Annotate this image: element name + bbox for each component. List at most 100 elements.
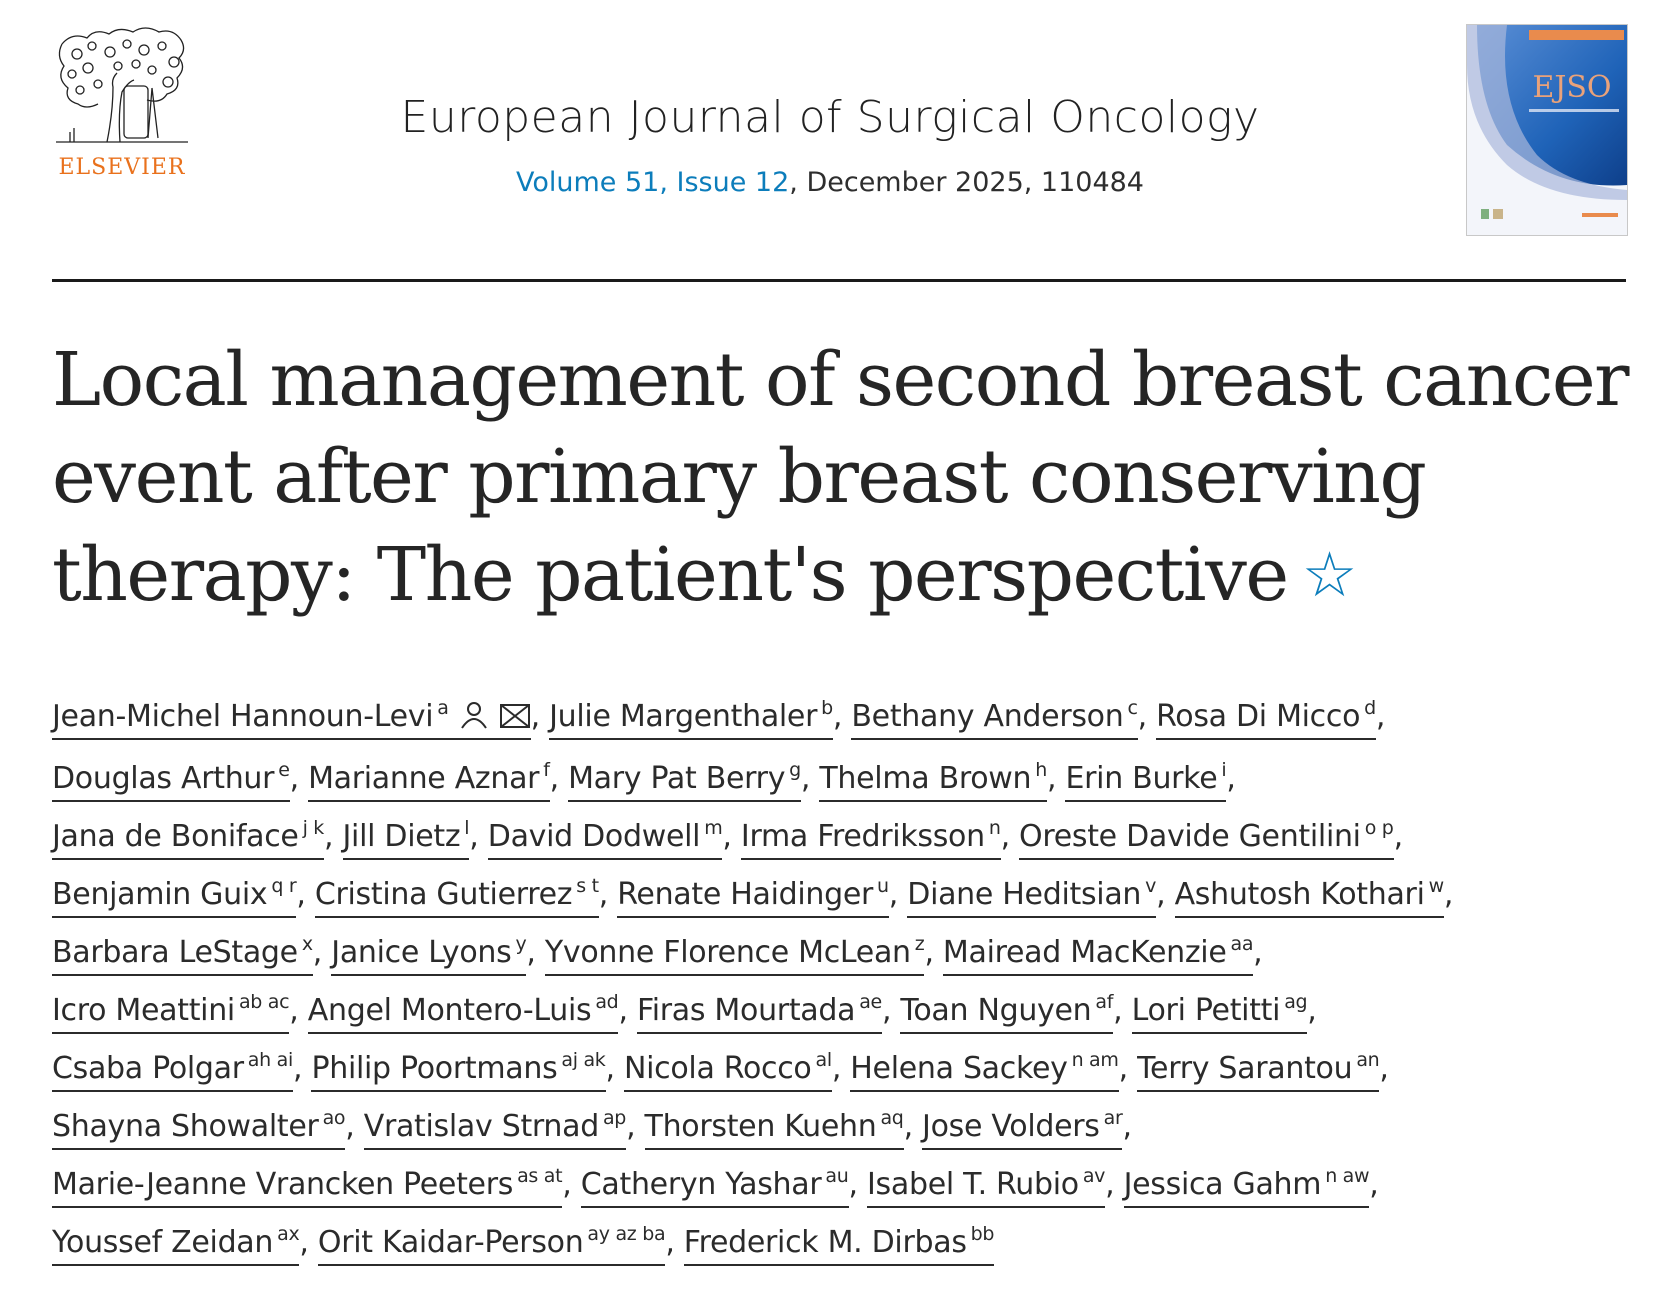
author-link[interactable]: Terry Sarantou an bbox=[1137, 1051, 1380, 1092]
author-name: Firas Mourtada bbox=[636, 993, 856, 1028]
author-link[interactable]: Vratislav Strnad ap bbox=[363, 1109, 626, 1150]
author-link[interactable]: Jill Dietz l bbox=[342, 819, 470, 860]
author-link[interactable]: Rosa Di Micco d bbox=[1156, 699, 1376, 740]
author-link[interactable]: Angel Montero-Luis ad bbox=[307, 993, 619, 1034]
author-link[interactable]: Catheryn Yashar au bbox=[580, 1167, 849, 1208]
author-link[interactable]: Jose Volders ar bbox=[922, 1107, 1123, 1150]
journal-title[interactable]: European Journal of Surgical Oncology bbox=[400, 92, 1260, 143]
affiliation-marker: ae bbox=[859, 991, 882, 1013]
author-separator: , bbox=[292, 1051, 312, 1086]
author-link[interactable]: Thorsten Kuehn aq bbox=[644, 1107, 904, 1150]
author-separator: , bbox=[618, 993, 637, 1028]
author-separator: , bbox=[296, 877, 315, 912]
star-icon[interactable]: ☆ bbox=[1301, 538, 1358, 611]
author-link[interactable]: Csaba Polgar ah ai bbox=[52, 1051, 293, 1092]
author-separator: , bbox=[549, 761, 569, 796]
author-link[interactable]: Helena Sackey n am bbox=[850, 1051, 1119, 1092]
author-separator: , bbox=[324, 819, 343, 854]
author-separator: , bbox=[469, 819, 488, 854]
author-link[interactable]: Douglas Arthur e bbox=[52, 761, 290, 802]
author-link[interactable]: David Dodwell m bbox=[487, 819, 723, 860]
affiliation-marker: ah ai bbox=[247, 1049, 293, 1071]
author-link[interactable]: Cristina Gutierrez s t bbox=[314, 875, 599, 918]
author-link[interactable]: Frederick M. Dirbas bb bbox=[683, 1225, 994, 1266]
affiliation-marker: s t bbox=[576, 875, 599, 897]
affiliation-marker: as at bbox=[517, 1165, 563, 1187]
affiliation-marker: c bbox=[1127, 697, 1138, 719]
author-separator: , bbox=[1393, 819, 1404, 854]
author-link[interactable]: Julie Margenthaler b bbox=[549, 699, 833, 740]
author-link[interactable]: Nicola Rocco al bbox=[624, 1051, 832, 1092]
author-separator: , bbox=[1118, 1051, 1138, 1086]
author-link[interactable]: Marianne Aznar f bbox=[308, 761, 550, 802]
author-link[interactable]: Mairead MacKenzie aa bbox=[942, 935, 1253, 976]
author-name: Orit Kaidar-Person bbox=[317, 1225, 584, 1260]
author-link[interactable]: Benjamin Guix q r bbox=[52, 877, 297, 918]
author-separator: , bbox=[831, 1051, 851, 1086]
author-separator: , bbox=[1379, 1051, 1389, 1086]
author-name: Marianne Aznar bbox=[308, 761, 540, 796]
svg-text:EJSO: EJSO bbox=[1532, 70, 1611, 105]
author-link[interactable]: Yvonne Florence McLean z bbox=[544, 935, 925, 976]
author-link[interactable]: Toan Nguyen af bbox=[900, 993, 1113, 1034]
author-separator: , bbox=[312, 935, 332, 970]
author-link[interactable]: Lori Petitti ag bbox=[1131, 993, 1308, 1034]
author-separator: , bbox=[800, 761, 820, 796]
author-list: Jean-Michel Hannoun-Levi a, Julie Margent… bbox=[52, 688, 1642, 1272]
author-link[interactable]: Ashutosh Kothari w bbox=[1174, 875, 1445, 918]
journal-header: European Journal of Surgical Oncology Vo… bbox=[240, 92, 1420, 198]
author-link[interactable]: Isabel T. Rubio av bbox=[866, 1167, 1105, 1208]
author-link[interactable]: Bethany Anderson c bbox=[851, 697, 1138, 740]
author-separator: , bbox=[605, 1051, 624, 1086]
affiliation-marker: g bbox=[789, 759, 801, 781]
author-separator: , bbox=[888, 877, 908, 912]
affiliation-marker: aj ak bbox=[561, 1049, 606, 1071]
author-name: Csaba Polgar bbox=[52, 1051, 244, 1086]
author-link[interactable]: Philip Poortmans aj ak bbox=[311, 1049, 606, 1092]
affiliation-marker: w bbox=[1428, 875, 1445, 897]
author-name: Rosa Di Micco bbox=[1156, 699, 1361, 734]
author-link[interactable]: Marie-Jeanne Vrancken Peeters as at bbox=[52, 1165, 563, 1208]
author-link[interactable]: Shayna Showalter ao bbox=[52, 1109, 346, 1150]
journal-cover-thumbnail[interactable]: EJSO bbox=[1466, 24, 1628, 236]
author-separator: , bbox=[530, 699, 550, 734]
author-name: Cristina Gutierrez bbox=[314, 877, 573, 912]
author-link[interactable]: Erin Burke i bbox=[1065, 761, 1227, 802]
affiliation-marker: aq bbox=[880, 1107, 904, 1129]
author-link[interactable]: Irma Fredriksson n bbox=[740, 819, 1001, 860]
person-icon[interactable] bbox=[459, 692, 489, 750]
elsevier-logo[interactable] bbox=[52, 24, 192, 184]
author-link[interactable]: Jean-Michel Hannoun-Levi a bbox=[52, 699, 531, 740]
author-link[interactable]: Barbara LeStage x bbox=[52, 935, 313, 976]
author-link[interactable]: Thelma Brown h bbox=[819, 761, 1047, 802]
author-name: Erin Burke bbox=[1065, 761, 1218, 796]
mail-icon[interactable] bbox=[499, 692, 531, 750]
article-title: Local management of second breast cancer… bbox=[52, 332, 1632, 624]
affiliation-marker: o p bbox=[1364, 817, 1394, 839]
volume-issue-link[interactable]: Volume 51, Issue 12 bbox=[515, 167, 790, 198]
author-separator: , bbox=[1375, 699, 1386, 734]
author-name: Vratislav Strnad bbox=[363, 1109, 600, 1144]
author-link[interactable]: Oreste Davide Gentilini o p bbox=[1019, 819, 1394, 860]
author-separator: , bbox=[562, 1167, 581, 1202]
affiliation-marker: a bbox=[437, 697, 449, 719]
author-separator: , bbox=[345, 1109, 364, 1144]
journal-issue-info: Volume 51, Issue 12, December 2025, 1104… bbox=[240, 167, 1420, 198]
author-link[interactable]: Renate Haidinger u bbox=[617, 877, 889, 918]
author-link[interactable]: Firas Mourtada ae bbox=[636, 991, 882, 1034]
author-separator: , bbox=[289, 761, 309, 796]
author-name: Jill Dietz bbox=[342, 819, 461, 854]
author-name: Nicola Rocco bbox=[624, 1051, 812, 1086]
affiliation-marker: ax bbox=[277, 1223, 300, 1245]
author-link[interactable]: Jana de Boniface j k bbox=[52, 819, 324, 860]
author-link[interactable]: Icro Meattini ab ac bbox=[52, 993, 290, 1034]
author-separator: , bbox=[722, 819, 741, 854]
author-link[interactable]: Janice Lyons y bbox=[331, 935, 527, 976]
elsevier-tree-icon bbox=[56, 27, 188, 143]
author-link[interactable]: Youssef Zeidan ax bbox=[52, 1223, 300, 1266]
author-link[interactable]: Diane Heditsian v bbox=[907, 877, 1156, 918]
author-link[interactable]: Orit Kaidar-Person ay az ba bbox=[317, 1225, 666, 1266]
author-link[interactable]: Mary Pat Berry g bbox=[568, 761, 801, 802]
author-link[interactable]: Jessica Gahm n aw bbox=[1123, 1167, 1370, 1208]
affiliation-marker: ar bbox=[1103, 1107, 1123, 1129]
